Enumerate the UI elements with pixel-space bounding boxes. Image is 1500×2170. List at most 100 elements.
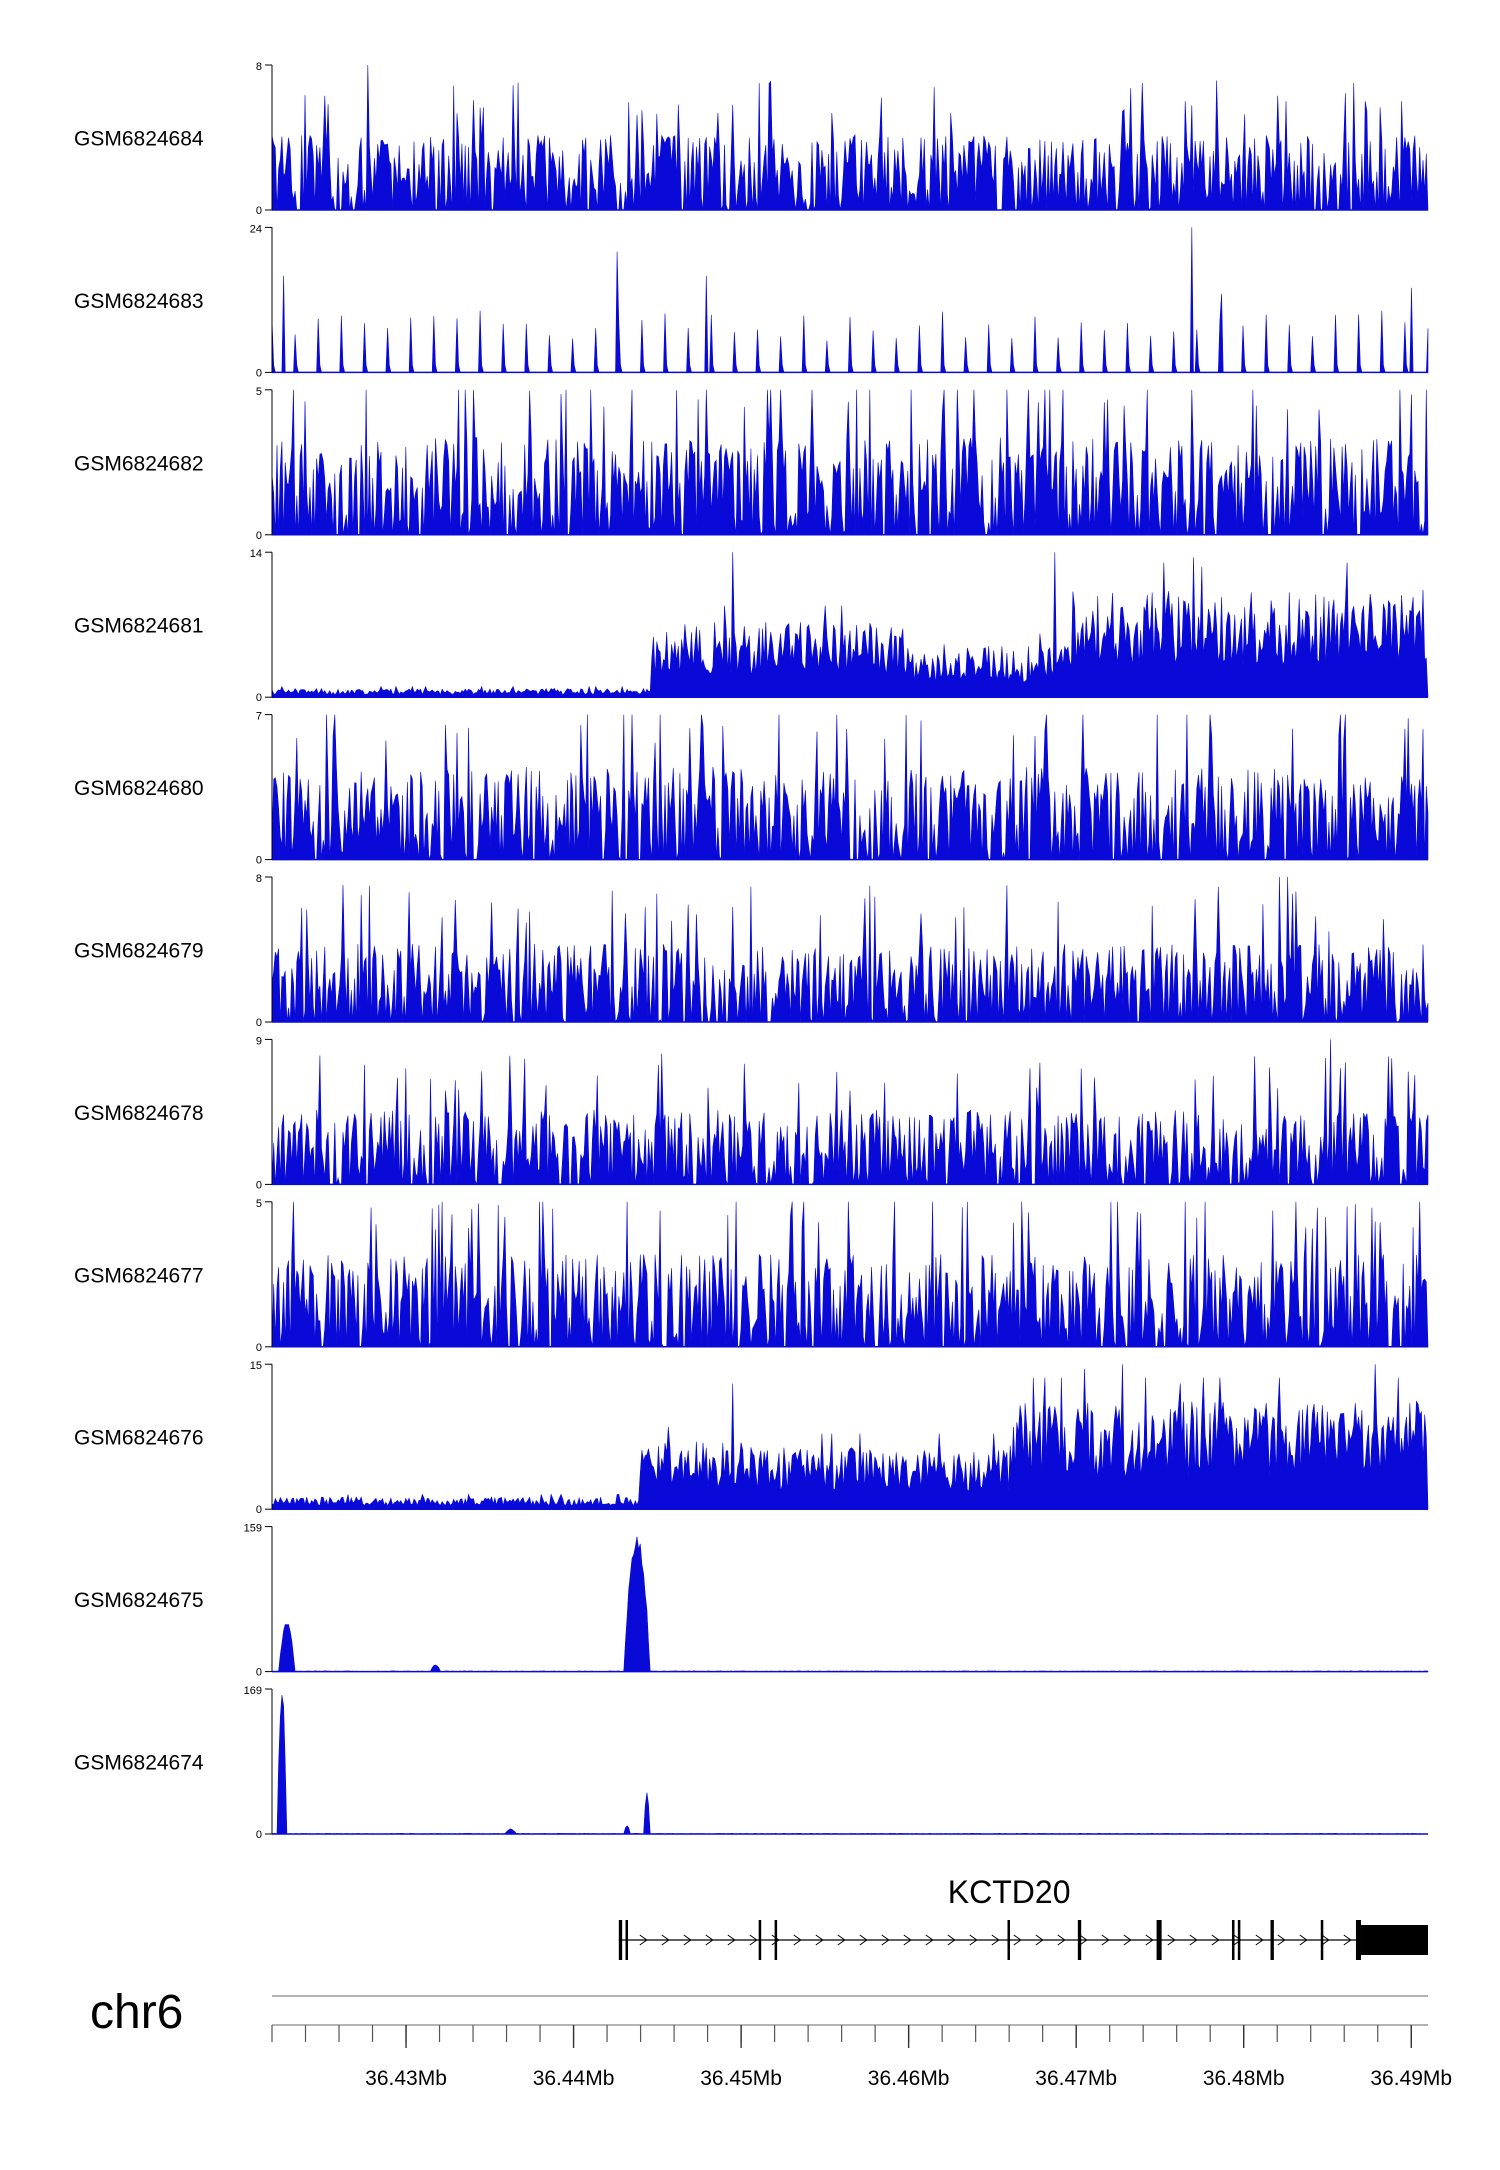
axis-tick-label: 36.47Mb bbox=[1035, 2067, 1117, 2090]
strand-arrow bbox=[661, 1934, 670, 1946]
track-GSM6824680: 7 0 GSM6824680 bbox=[74, 711, 1429, 867]
track-label: GSM6824681 bbox=[74, 615, 204, 638]
coverage-area bbox=[271, 1364, 1429, 1510]
y-max-label: 9 bbox=[256, 1035, 262, 1047]
track-label: GSM6824675 bbox=[74, 1589, 204, 1612]
y-max-label: 5 bbox=[256, 1198, 262, 1210]
y-max-label: 14 bbox=[250, 548, 262, 560]
strand-arrow bbox=[1343, 1934, 1352, 1946]
exon bbox=[618, 1920, 623, 1960]
y-min-label: 0 bbox=[256, 1179, 262, 1191]
strand-arrow bbox=[1189, 1934, 1198, 1946]
exon bbox=[1270, 1920, 1274, 1960]
y-min-label: 0 bbox=[256, 692, 262, 704]
track-GSM6824675: 159 0 GSM6824675 bbox=[74, 1523, 1429, 1679]
strand-arrow bbox=[815, 1934, 824, 1946]
exon bbox=[774, 1920, 778, 1960]
track-label: GSM6824682 bbox=[74, 452, 204, 475]
track-label: GSM6824677 bbox=[74, 1264, 204, 1287]
track-label: GSM6824678 bbox=[74, 1102, 204, 1125]
y-min-label: 0 bbox=[256, 530, 262, 542]
track-GSM6824681: 14 0 GSM6824681 bbox=[74, 548, 1429, 704]
coverage-area bbox=[271, 389, 1429, 536]
coverage-area bbox=[271, 876, 1429, 1024]
strand-arrow bbox=[947, 1934, 956, 1946]
track-label: GSM6824680 bbox=[74, 777, 204, 800]
y-max-label: 8 bbox=[256, 873, 262, 885]
exon bbox=[1355, 1920, 1361, 1960]
strand-arrow bbox=[1299, 1934, 1308, 1946]
exon bbox=[758, 1920, 762, 1960]
strand-arrow bbox=[1277, 1934, 1286, 1946]
strand-arrow bbox=[1211, 1934, 1220, 1946]
y-max-label: 15 bbox=[250, 1360, 262, 1372]
strand-arrow bbox=[881, 1934, 890, 1946]
track-GSM6824677: 5 0 GSM6824677 bbox=[74, 1198, 1429, 1354]
strand-arrow bbox=[1101, 1934, 1110, 1946]
y-min-label: 0 bbox=[256, 1829, 262, 1841]
axis-tick-label: 36.44Mb bbox=[533, 2067, 615, 2090]
y-min-label: 0 bbox=[256, 1667, 262, 1679]
genome-axis: chr6 36.43Mb 36.44Mb 36.45Mb 36.46Mb 36.47Mb… bbox=[90, 1986, 1452, 2090]
y-min-label: 0 bbox=[256, 1342, 262, 1354]
track-GSM6824678: 9 0 GSM6824678 bbox=[74, 1035, 1429, 1191]
strand-arrow bbox=[683, 1934, 692, 1946]
strand-arrow bbox=[1057, 1934, 1066, 1946]
strand-arrow bbox=[1123, 1934, 1132, 1946]
track-GSM6824682: 5 0 GSM6824682 bbox=[74, 386, 1429, 542]
strand-arrow bbox=[837, 1934, 846, 1946]
coverage-area bbox=[271, 552, 1429, 698]
axis-tick-label: 36.46Mb bbox=[868, 2067, 950, 2090]
track-label: GSM6824676 bbox=[74, 1427, 204, 1450]
y-max-label: 8 bbox=[256, 61, 262, 73]
axis-tick-label: 36.48Mb bbox=[1203, 2067, 1285, 2090]
strand-arrow bbox=[1079, 1934, 1088, 1946]
strand-arrow bbox=[1167, 1934, 1176, 1946]
y-max-label: 159 bbox=[244, 1523, 262, 1535]
exon bbox=[1231, 1920, 1235, 1960]
coverage-tracks: 8 0 GSM6824684 24 0 GSM6824683 5 0 GSM6824682 14 0… bbox=[74, 61, 1429, 1841]
y-max-label: 7 bbox=[256, 711, 262, 723]
exon bbox=[1360, 1925, 1428, 1955]
exon bbox=[1237, 1920, 1241, 1960]
exon bbox=[1007, 1920, 1010, 1960]
coverage-area bbox=[271, 1201, 1429, 1348]
y-min-label: 0 bbox=[256, 1504, 262, 1516]
exon bbox=[1156, 1920, 1162, 1960]
track-GSM6824676: 15 0 GSM6824676 bbox=[74, 1360, 1429, 1516]
y-min-label: 0 bbox=[256, 855, 262, 867]
strand-arrow bbox=[705, 1934, 714, 1946]
coverage-area bbox=[271, 1039, 1429, 1186]
coverage-area bbox=[271, 64, 1429, 211]
strand-arrow bbox=[771, 1934, 780, 1946]
track-label: GSM6824684 bbox=[74, 128, 204, 151]
strand-arrow bbox=[859, 1934, 868, 1946]
strand-arrow bbox=[1255, 1934, 1264, 1946]
track-GSM6824674: 169 0 GSM6824674 bbox=[74, 1685, 1429, 1841]
exon bbox=[1077, 1920, 1082, 1960]
y-max-label: 169 bbox=[244, 1685, 262, 1697]
gene-name-label: KCTD20 bbox=[948, 1874, 1071, 1910]
exon bbox=[625, 1920, 629, 1960]
y-min-label: 0 bbox=[256, 1017, 262, 1029]
strand-arrow bbox=[991, 1934, 1000, 1946]
y-min-label: 0 bbox=[256, 367, 262, 379]
strand-arrow bbox=[793, 1934, 802, 1946]
track-label: GSM6824679 bbox=[74, 940, 204, 963]
strand-arrow bbox=[749, 1934, 758, 1946]
y-min-label: 0 bbox=[256, 205, 262, 217]
track-label: GSM6824674 bbox=[74, 1752, 204, 1775]
strand-arrow bbox=[1321, 1934, 1330, 1946]
strand-arrow bbox=[969, 1934, 978, 1946]
axis-tick-label: 36.49Mb bbox=[1370, 2067, 1452, 2090]
strand-arrow bbox=[1233, 1934, 1242, 1946]
track-GSM6824683: 24 0 GSM6824683 bbox=[74, 223, 1429, 379]
gene-track: KCTD20 bbox=[618, 1874, 1428, 1960]
exon bbox=[1320, 1920, 1324, 1960]
track-GSM6824679: 8 0 GSM6824679 bbox=[74, 873, 1429, 1029]
track-label: GSM6824683 bbox=[74, 290, 204, 313]
strand-arrow bbox=[639, 1934, 648, 1946]
axis-tick-label: 36.43Mb bbox=[365, 2067, 447, 2090]
strand-arrow bbox=[1013, 1934, 1022, 1946]
axis-tick-label: 36.45Mb bbox=[700, 2067, 782, 2090]
